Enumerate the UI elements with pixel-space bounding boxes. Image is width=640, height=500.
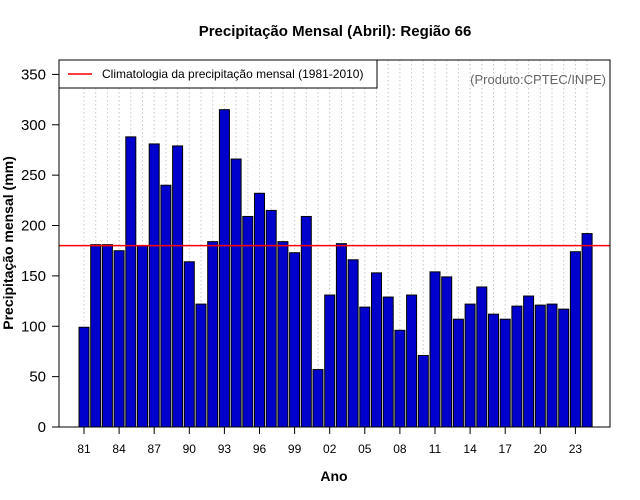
bar-1992 (207, 241, 219, 428)
y-tick-label: 150 (21, 268, 46, 285)
bar-2014 (464, 303, 476, 428)
bar-2012 (441, 276, 453, 428)
bar-2011 (429, 271, 441, 428)
y-axis: 0 50 100 150 200 250 300 350 (21, 66, 59, 436)
x-tick-label: 08 (393, 442, 407, 456)
bar-2023 (569, 251, 581, 428)
bar-2024 (581, 233, 593, 428)
x-tick-label: 90 (183, 442, 197, 456)
bar-2001 (312, 369, 324, 428)
bar-2003 (335, 243, 347, 428)
x-tick-label: 14 (463, 442, 477, 456)
bar-2009 (406, 294, 418, 428)
legend-label: Climatologia da precipitação mensal (198… (102, 67, 363, 81)
x-tick-label: 87 (148, 442, 162, 456)
bar-1995 (242, 215, 254, 428)
bar-1982 (90, 244, 102, 428)
bar-1981 (78, 326, 90, 428)
x-tick-label: 96 (253, 442, 267, 456)
y-tick-label: 250 (21, 167, 46, 184)
bar-2004 (347, 259, 359, 428)
y-tick-label: 350 (21, 66, 46, 83)
x-tick-label: 23 (569, 442, 583, 456)
bar-1998 (277, 241, 289, 428)
bar-1983 (101, 244, 113, 428)
bar-1990 (183, 261, 195, 428)
y-tick-label: 100 (21, 318, 46, 335)
grid-lines (83, 60, 588, 427)
bar-2021 (546, 303, 558, 428)
x-tick-label: 17 (499, 442, 513, 456)
bar-2019 (523, 295, 535, 428)
bar-1988 (160, 184, 172, 428)
x-tick-label: 99 (288, 442, 302, 456)
bar-1984 (113, 250, 125, 428)
bar-1993 (218, 109, 230, 428)
x-tick-label: 20 (534, 442, 548, 456)
bar-1987 (148, 143, 160, 428)
bar-2016 (488, 313, 499, 428)
bar-2017 (499, 318, 511, 428)
bar-2015 (476, 286, 488, 428)
legend-box (58, 59, 378, 89)
bar-2007 (382, 296, 394, 428)
x-tick-label: 02 (323, 442, 337, 456)
x-axis-label: Ano (320, 468, 347, 484)
bar-2022 (558, 308, 570, 428)
bar-1996 (254, 192, 265, 428)
x-tick-label: 93 (218, 442, 232, 456)
x-tick-label: 84 (112, 442, 126, 456)
bar-2020 (534, 304, 546, 428)
y-tick-label: 50 (29, 369, 46, 386)
bars-group (78, 109, 593, 428)
bar-1991 (195, 303, 207, 428)
bar-2013 (452, 318, 464, 428)
bar-2000 (300, 215, 312, 428)
bar-1986 (137, 245, 148, 428)
bar-1999 (289, 252, 301, 428)
bar-1994 (230, 158, 242, 428)
bar-2010 (417, 354, 429, 428)
y-tick-label: 0 (38, 419, 46, 436)
bar-1989 (172, 145, 184, 428)
bar-2006 (371, 272, 382, 428)
y-tick-label: 300 (21, 117, 46, 134)
bar-2018 (511, 305, 523, 428)
bar-1985 (125, 136, 137, 428)
x-tick-label: 11 (429, 442, 442, 456)
bar-1997 (265, 209, 277, 428)
chart-title: Precipitação Mensal (Abril): Região 66 (199, 23, 472, 40)
x-tick-label: 05 (358, 442, 372, 456)
legend: Climatologia da precipitação mensal (198… (58, 59, 378, 89)
y-tick-label: 200 (21, 218, 46, 235)
x-axis: 81 84 87 90 93 96 99 02 05 08 11 14 17 20 23 (77, 427, 582, 456)
x-tick-label: 81 (77, 442, 91, 456)
bar-2005 (359, 306, 371, 428)
bar-2008 (394, 329, 406, 428)
source-note: (Produto:CPTEC/INPE) (470, 72, 606, 87)
y-axis-label: Precipitação mensal (mm) (0, 156, 16, 330)
bar-2002 (324, 294, 336, 428)
